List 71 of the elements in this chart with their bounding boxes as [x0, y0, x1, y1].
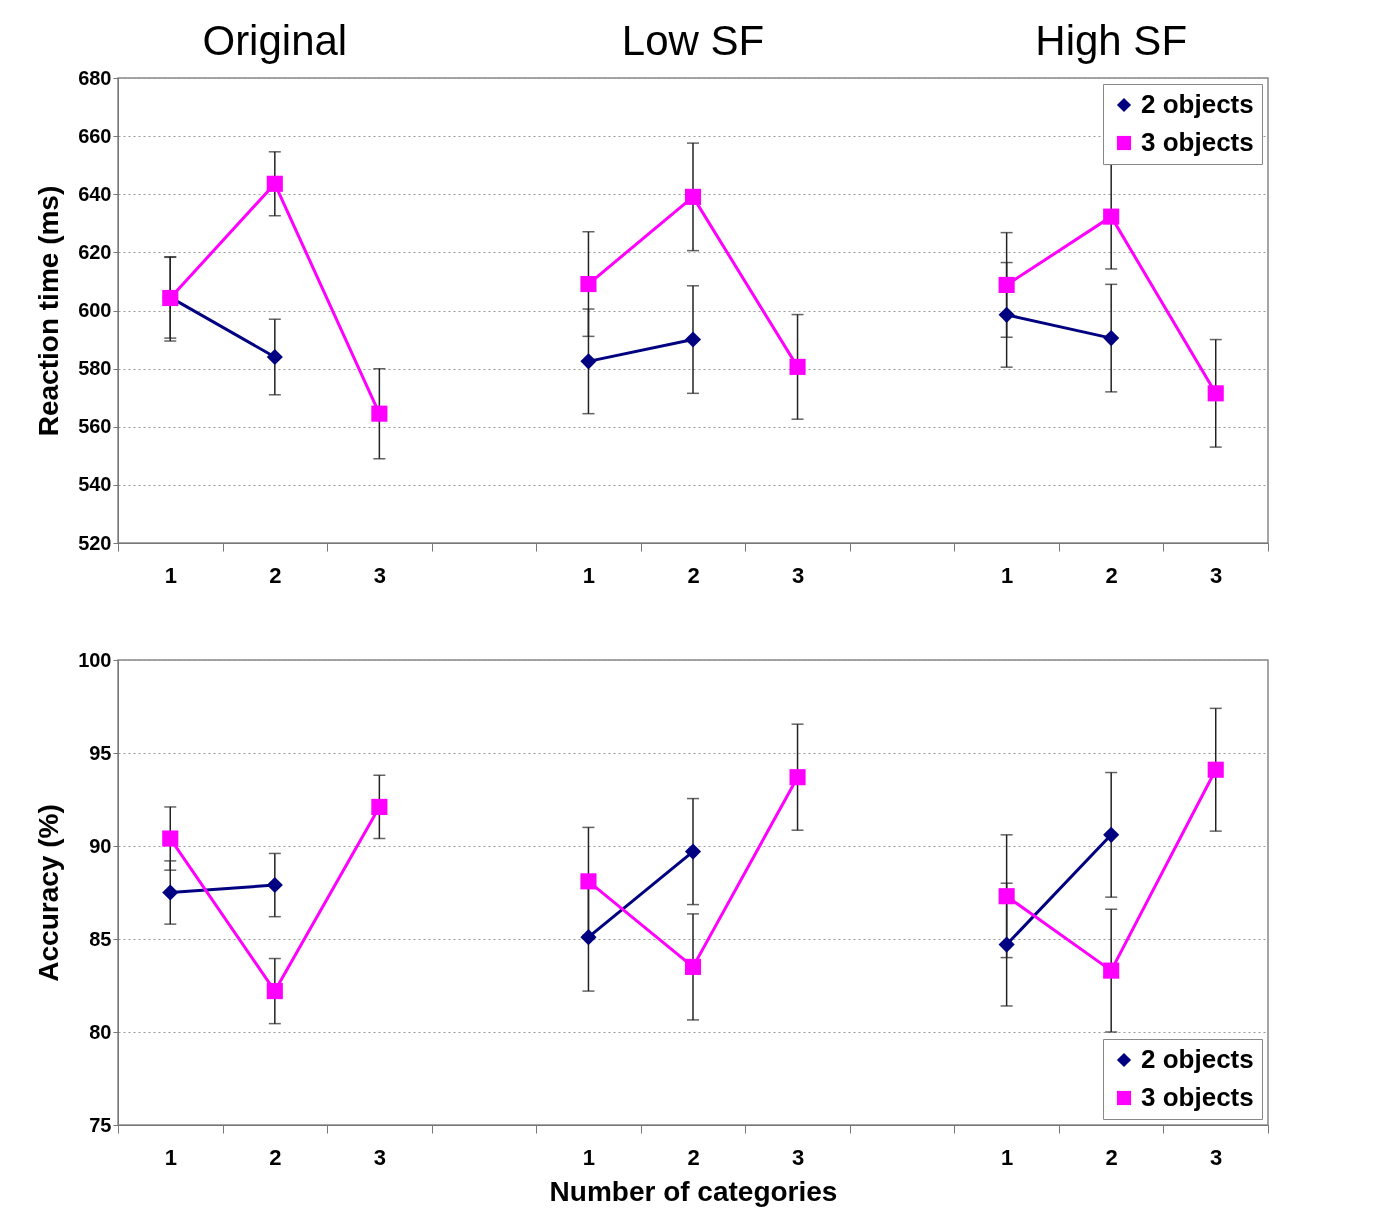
- x-tick-label: 1: [1001, 562, 1014, 588]
- x-tick-label: 3: [791, 562, 805, 588]
- y-tick-label: 95: [89, 741, 112, 764]
- point: [371, 405, 388, 422]
- legend-label: 3 objects: [1141, 127, 1254, 157]
- point: [162, 830, 179, 847]
- point: [789, 358, 806, 375]
- point: [371, 798, 388, 815]
- y-tick-label: 540: [78, 473, 112, 496]
- x-tick-label: 3: [791, 1144, 805, 1170]
- point: [580, 929, 597, 946]
- text: High SF: [1035, 17, 1188, 64]
- x-tick-label: 3: [1210, 1144, 1223, 1170]
- legend-label: 2 objects: [1141, 89, 1254, 119]
- y-tick-label: 560: [78, 415, 112, 438]
- point: [684, 331, 702, 348]
- point: [266, 348, 283, 366]
- point: [684, 843, 702, 860]
- point: [1103, 962, 1120, 979]
- x-tick-label: 3: [1210, 562, 1223, 588]
- y-tick-label: 580: [78, 357, 112, 380]
- text: Original: [202, 17, 348, 64]
- y-tick-label: 100: [78, 648, 112, 671]
- point: [684, 188, 702, 205]
- x-tick-label: 3: [373, 562, 386, 588]
- text: Low SF: [621, 17, 765, 64]
- point: [580, 275, 597, 293]
- point: [684, 958, 702, 975]
- y-tick-label: 640: [78, 182, 112, 205]
- x-tick-label: 2: [269, 562, 282, 588]
- x-tick-label: 2: [687, 1144, 700, 1170]
- x-tick-label: 1: [582, 562, 596, 588]
- point: [1207, 385, 1224, 402]
- legend-label: 2 objects: [1141, 1044, 1254, 1074]
- x-tick-label: 3: [373, 1144, 386, 1170]
- y-tick-label: 75: [89, 1113, 112, 1136]
- point: [1103, 826, 1120, 843]
- x-axis-title: Number of categories: [549, 1175, 838, 1207]
- y-axis-title: Reaction time (ms): [33, 185, 65, 437]
- y-tick-label: 90: [89, 834, 112, 857]
- y-tick-label: 680: [78, 66, 112, 89]
- x-tick-label: 1: [582, 1144, 596, 1170]
- point: [998, 276, 1015, 293]
- point: [1207, 761, 1224, 778]
- x-tick-label: 1: [164, 1144, 177, 1170]
- point: [580, 353, 597, 370]
- point: [998, 936, 1015, 953]
- x-tick-label: 1: [1001, 1144, 1014, 1170]
- point: [266, 983, 283, 1000]
- point: [998, 888, 1015, 905]
- x-tick-label: 2: [687, 562, 700, 588]
- point: [266, 877, 283, 894]
- y-tick-label: 660: [78, 124, 112, 147]
- x-tick-label: 2: [269, 1144, 282, 1170]
- x-tick-label: 2: [1105, 562, 1118, 588]
- y-tick-label: 520: [78, 531, 112, 554]
- legend-label: 3 objects: [1141, 1082, 1254, 1112]
- point: [580, 873, 597, 890]
- x-tick-label: 1: [164, 562, 177, 588]
- y-tick-label: 620: [78, 240, 112, 263]
- point: [1103, 330, 1120, 347]
- y-axis-title: Accuracy (%): [33, 804, 65, 982]
- y-tick-label: 85: [89, 927, 112, 950]
- point: [789, 769, 806, 786]
- y-tick-label: 600: [78, 299, 112, 321]
- point: [1103, 208, 1120, 225]
- x-tick-label: 2: [1105, 1144, 1118, 1170]
- point: [162, 884, 179, 901]
- y-tick-label: 80: [89, 1020, 112, 1043]
- point: [266, 175, 283, 192]
- point: [998, 306, 1015, 323]
